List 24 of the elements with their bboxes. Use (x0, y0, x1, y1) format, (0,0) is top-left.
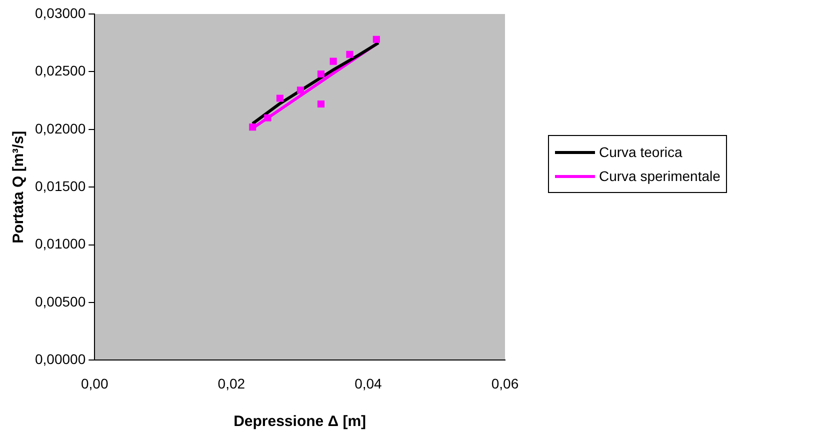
point (264, 114, 272, 122)
x-axis-title: Depressione Δ [m] (234, 413, 366, 430)
y-axis-title: Portata Q [m³/s] (10, 130, 28, 244)
point (317, 70, 325, 78)
y-tick-label: 0,01000 (34, 236, 86, 252)
y-tick-label: 0,02500 (34, 62, 86, 79)
x-tick-label: 0,02 (218, 375, 246, 392)
point (330, 58, 337, 65)
point (346, 50, 354, 58)
point (317, 100, 325, 108)
y-tick-label: 0,03000 (34, 4, 86, 21)
y-tick-label: 0,01500 (34, 178, 86, 194)
x-tick-label: 0,04 (354, 375, 382, 392)
point (372, 36, 380, 43)
y-tick-label: 0,00000 (34, 351, 86, 368)
x-tick-label: 0,06 (491, 375, 519, 392)
y-tick-label: 0,00500 (34, 293, 86, 310)
legend-label: Curva sperimentale (599, 168, 720, 184)
legend-label: Curva teorica (599, 144, 682, 160)
point (249, 124, 256, 131)
point (296, 86, 304, 94)
x-tick-label: 0,00 (80, 375, 108, 392)
point (276, 94, 284, 102)
y-tick-label: 0,02000 (34, 120, 86, 136)
